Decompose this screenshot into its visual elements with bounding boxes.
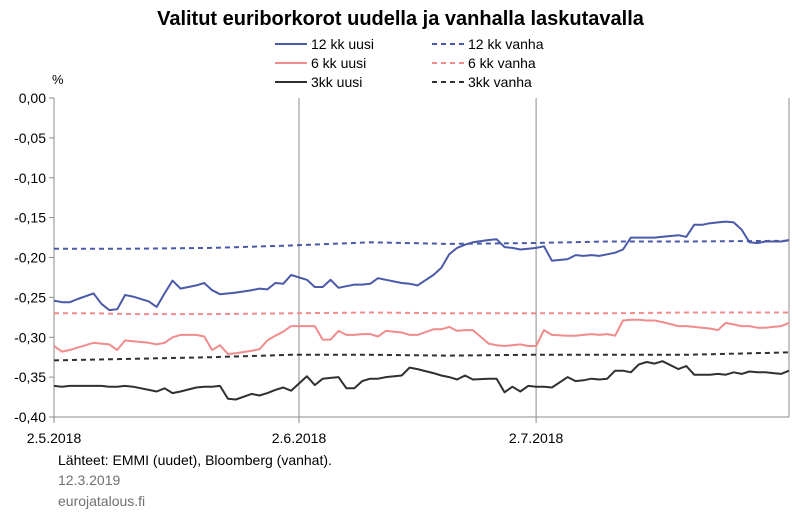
- series-line-6-kk-vanha: [54, 311, 789, 316]
- series-line-6-kk-uusi: [53, 318, 790, 355]
- legend-label: 3kk uusi: [311, 74, 362, 90]
- y-tick-label: -0,10: [14, 170, 46, 186]
- y-tick-label: -0,20: [14, 250, 46, 266]
- y-tick-label: -0,05: [14, 130, 46, 146]
- chart-title: Valitut euriborkorot uudella ja vanhalla…: [157, 8, 644, 30]
- y-tick-label: -0,25: [14, 289, 46, 305]
- legend-label: 3kk vanha: [468, 74, 532, 90]
- plot-area: 0,00 -0,05 -0,10 -0,15 -0,20 -0,25 -0,30 -0,35 -…: [14, 90, 790, 446]
- site-name: eurojatalous.fi: [58, 493, 146, 509]
- series-line-12-kk-uusi: [53, 220, 790, 312]
- y-tick-label: 0,00: [19, 90, 46, 106]
- series-line-3kk-uusi: [53, 360, 790, 401]
- x-tick-label: 2.7.2018: [509, 430, 564, 446]
- x-tick-label: 2.5.2018: [27, 430, 82, 446]
- x-tick-label: 2.6.2018: [272, 430, 327, 446]
- source-note: Lähteet: EMMI (uudet), Bloomberg (vanhat…: [58, 452, 332, 468]
- y-tick-label: -0,30: [14, 329, 46, 345]
- chart-legend: 12 kk uusi 12 kk vanha 6 kk uusi 6 kk vanha…: [275, 36, 544, 90]
- publication-date: 12.3.2019: [58, 472, 121, 488]
- legend-label: 6 kk uusi: [311, 55, 366, 71]
- y-tick-label: -0,35: [14, 369, 46, 385]
- y-axis-unit-label: %: [52, 72, 64, 87]
- series-line-12-kk-vanha: [54, 239, 790, 250]
- y-tick-label: -0,15: [14, 210, 46, 226]
- legend-label: 6 kk vanha: [468, 55, 536, 71]
- y-tick-label: -0,40: [14, 409, 46, 425]
- legend-label: 12 kk vanha: [468, 36, 544, 52]
- series-line-3kk-vanha: [53, 351, 790, 362]
- legend-label: 12 kk uusi: [311, 36, 374, 52]
